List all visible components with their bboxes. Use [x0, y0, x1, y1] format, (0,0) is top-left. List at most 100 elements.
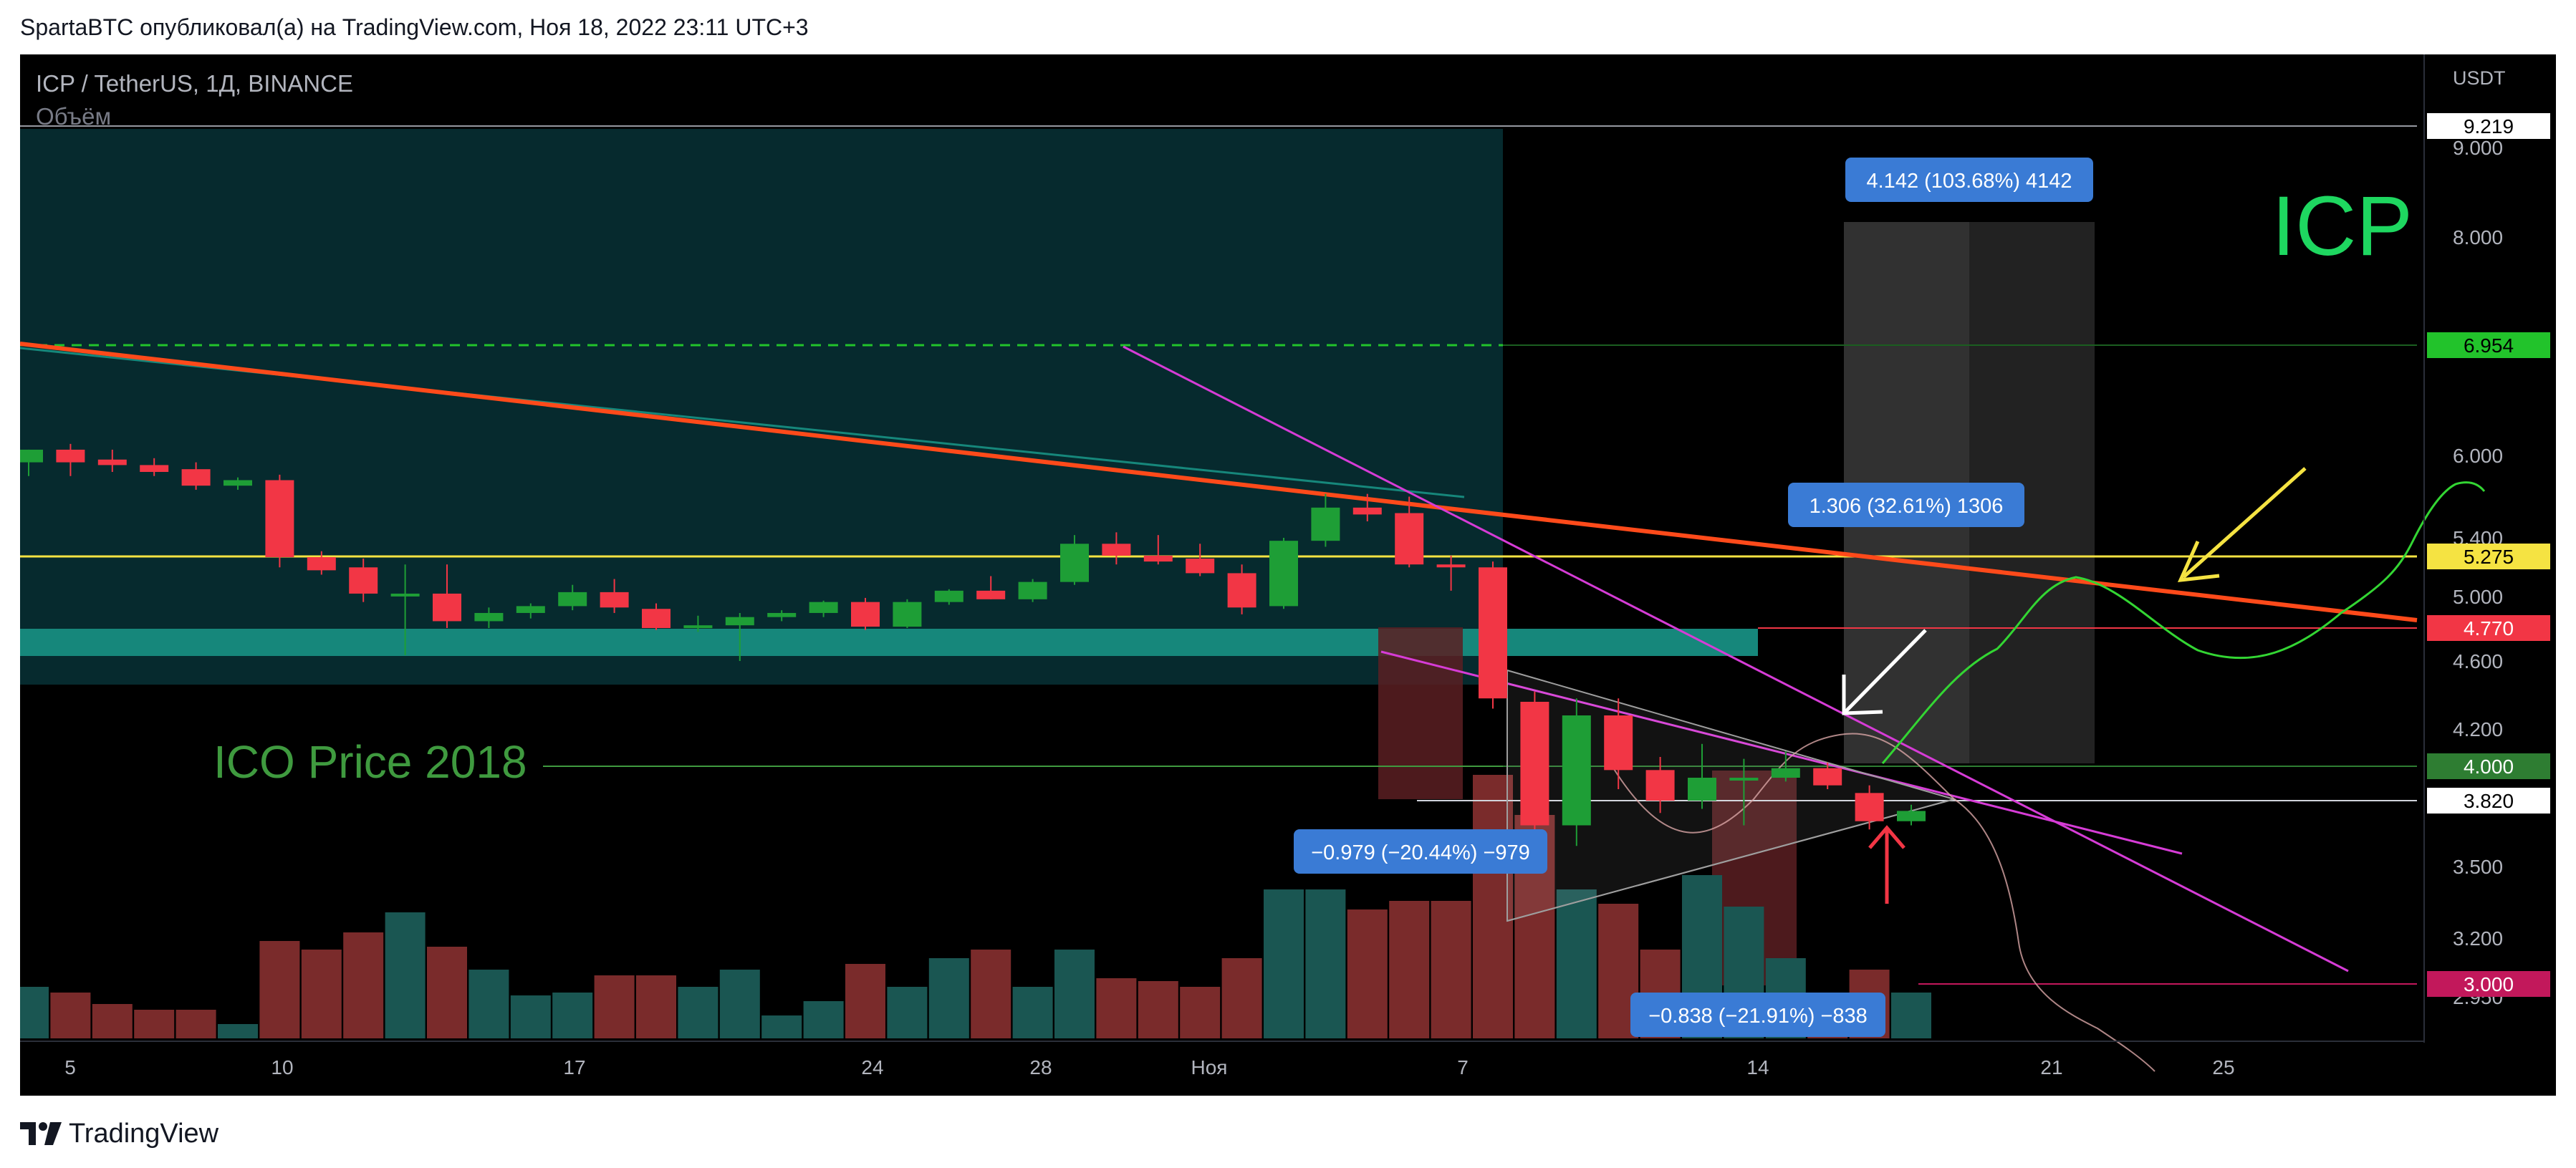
price-label: 5.275	[2427, 544, 2550, 569]
volume-bar	[1473, 775, 1513, 1038]
candle[interactable]	[642, 603, 671, 630]
price-label: 4.000	[2427, 753, 2550, 779]
price-axis[interactable]: USDT 9.0008.0006.0005.4005.0004.6004.200…	[2423, 54, 2550, 1043]
price-chart[interactable]: ICP ICO Price 2018 4.142 (103.68%) 4142 …	[20, 54, 2556, 1096]
candle[interactable]	[893, 599, 922, 628]
tradingview-logo-icon	[20, 1122, 62, 1145]
candle[interactable]	[140, 458, 169, 476]
candle[interactable]	[767, 610, 797, 622]
volume-bar	[385, 912, 426, 1038]
svg-text:1.306 (32.61%) 1306: 1.306 (32.61%) 1306	[1810, 495, 2004, 518]
price-label: 3.820	[2427, 788, 2550, 814]
time-tick-label: Ноя	[1191, 1056, 1228, 1078]
candle[interactable]	[1436, 555, 1466, 591]
candle[interactable]	[56, 443, 85, 476]
volume-bar	[301, 950, 342, 1038]
candle[interactable]	[265, 474, 294, 568]
candle[interactable]	[1018, 579, 1047, 602]
candle[interactable]	[1604, 698, 1633, 789]
publish-header: SpartaBTC опубликовал(а) на TradingView.…	[20, 14, 809, 40]
candle[interactable]	[1227, 564, 1256, 614]
price-label: 4.770	[2427, 615, 2550, 641]
price-tick-label: 8.000	[2453, 226, 2503, 248]
svg-text:3.000: 3.000	[2464, 973, 2514, 995]
candle[interactable]	[1060, 535, 1089, 585]
white-arrow-icon	[1842, 629, 1927, 715]
candle[interactable]	[1311, 493, 1340, 547]
candle[interactable]	[851, 597, 880, 630]
candles[interactable]	[20, 443, 1926, 846]
volume-bar	[719, 970, 760, 1038]
candle[interactable]	[1352, 493, 1382, 521]
candle[interactable]	[97, 449, 127, 472]
svg-text:4.142 (103.68%) 4142: 4.142 (103.68%) 4142	[1867, 170, 2072, 193]
price-label: 6.954	[2427, 332, 2550, 358]
candle[interactable]	[1186, 544, 1215, 576]
candle[interactable]	[1897, 804, 1926, 826]
candle[interactable]	[1269, 538, 1298, 609]
svg-text:4.770: 4.770	[2464, 617, 2514, 639]
svg-text:6.954: 6.954	[2464, 334, 2514, 357]
wedge-lower-line	[1380, 650, 2183, 855]
volume-bar	[845, 964, 885, 1038]
time-axis-ticks: 5 10 17 24 28 Ноя 7 14 21 25	[64, 1056, 2234, 1078]
volume-bar	[552, 993, 593, 1038]
volume-bar	[427, 947, 467, 1038]
price-tick-label: 4.600	[2453, 650, 2503, 672]
price-axis-unit: USDT	[2453, 67, 2506, 89]
price-label: 3.000	[2427, 971, 2550, 997]
candle[interactable]	[1562, 698, 1591, 846]
candle[interactable]	[725, 612, 754, 661]
candle[interactable]	[1855, 785, 1884, 830]
time-tick-label: 17	[563, 1056, 585, 1078]
candle[interactable]	[1479, 561, 1507, 709]
time-axis[interactable]: 5 10 17 24 28 Ноя 7 14 21 25	[20, 1041, 2424, 1078]
candle[interactable]	[20, 449, 43, 476]
chart-panel[interactable]: ICP ICO Price 2018 4.142 (103.68%) 4142 …	[20, 54, 2556, 1096]
volume-bar	[678, 987, 719, 1038]
candle[interactable]	[1102, 532, 1131, 565]
measure-label-up-large: 4.142 (103.68%) 4142	[1845, 158, 2093, 202]
candle[interactable]	[1771, 751, 1800, 782]
candle[interactable]	[600, 579, 629, 613]
volume-bar	[510, 995, 551, 1038]
candle[interactable]	[1729, 758, 1759, 826]
volume-bar	[636, 975, 676, 1038]
volume-bar	[1556, 889, 1597, 1038]
symbol-legend[interactable]: ICP / TetherUS, 1Д, BINANCE	[36, 70, 353, 97]
tradingview-brand[interactable]: TradingView	[20, 1116, 218, 1152]
svg-text:−0.979 (−20.44%) −979: −0.979 (−20.44%) −979	[1311, 841, 1530, 864]
candle[interactable]	[224, 477, 252, 490]
candle[interactable]	[349, 559, 378, 602]
time-tick-label: 25	[2212, 1056, 2234, 1078]
candle[interactable]	[307, 551, 336, 575]
candle[interactable]	[683, 615, 713, 632]
volume-bar	[971, 950, 1011, 1038]
volume-bar	[1221, 958, 1262, 1038]
volume-bar	[1891, 993, 1931, 1038]
candle[interactable]	[390, 564, 420, 655]
time-tick-label: 10	[271, 1056, 293, 1078]
candle[interactable]	[1813, 762, 1842, 789]
candle[interactable]	[1395, 496, 1424, 568]
candle[interactable]	[934, 589, 963, 605]
volume-bar	[50, 993, 91, 1038]
candle[interactable]	[1688, 743, 1716, 809]
volume-bar	[1264, 889, 1304, 1038]
tradingview-brand-text: TradingView	[69, 1118, 219, 1149]
candle[interactable]	[181, 462, 211, 490]
candle[interactable]	[1520, 691, 1549, 834]
candle[interactable]	[433, 564, 461, 628]
candle[interactable]	[474, 607, 504, 628]
price-tick-label: 3.500	[2453, 856, 2503, 878]
price-tick-label: 3.200	[2453, 927, 2503, 950]
price-tick-label: 6.000	[2453, 445, 2503, 467]
candle[interactable]	[1645, 757, 1675, 814]
candle[interactable]	[516, 603, 545, 619]
candle[interactable]	[976, 576, 1006, 599]
volume-legend[interactable]: Объём	[36, 103, 112, 130]
candle[interactable]	[558, 584, 587, 611]
candle[interactable]	[809, 600, 838, 617]
candle[interactable]	[1143, 535, 1173, 565]
support-zone	[20, 629, 1758, 656]
